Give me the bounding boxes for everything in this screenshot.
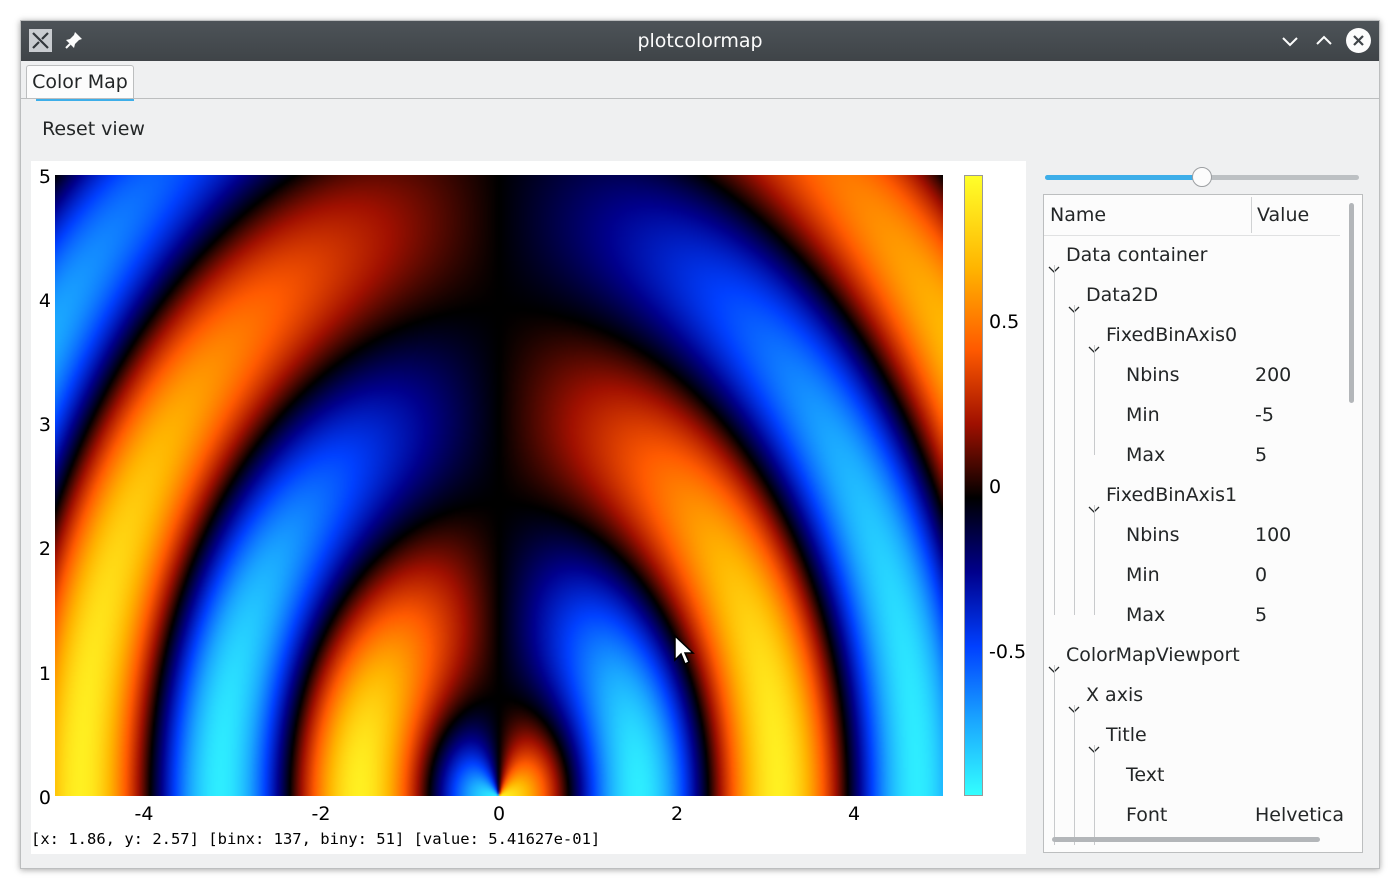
- mouse-pointer-icon: [673, 634, 695, 668]
- tree-row-label: Nbins: [1126, 364, 1180, 386]
- color-map-plot[interactable]: 5 4 3 2 1 0 -4 -2 0 2 4 0.5 0 -0.5 [x: 1…: [31, 161, 1026, 854]
- tree-row-value: 200: [1255, 364, 1292, 386]
- tree-row[interactable]: Data container: [1044, 235, 1340, 275]
- column-header-name[interactable]: Name: [1050, 204, 1107, 226]
- tree-row[interactable]: Title: [1044, 715, 1340, 755]
- tab-color-map[interactable]: Color Map: [26, 65, 134, 101]
- close-icon[interactable]: [1346, 28, 1371, 53]
- tree-row-label: Title: [1106, 724, 1147, 746]
- y-tick-label: 4: [38, 290, 51, 312]
- tree-row-value: 100: [1255, 524, 1292, 546]
- tree-row[interactable]: Min -5: [1044, 395, 1340, 435]
- tree-row[interactable]: Text: [1044, 755, 1340, 795]
- tree-guide-line: [1074, 705, 1075, 845]
- tree-row-label: Data2D: [1086, 284, 1159, 306]
- tree-row-value: 5: [1255, 604, 1268, 626]
- tree-row-value: Helvetica: [1255, 804, 1345, 826]
- chevron-down-icon[interactable]: [1048, 249, 1060, 273]
- tree-row[interactable]: Min 0: [1044, 555, 1340, 595]
- y-tick-label: 2: [38, 538, 51, 560]
- heatmap-canvas[interactable]: [55, 175, 943, 796]
- tree-guide-line: [1074, 305, 1075, 615]
- tree-row[interactable]: Data2D: [1044, 275, 1340, 315]
- y-tick-label: 1: [38, 663, 51, 685]
- tree-row[interactable]: Nbins 200: [1044, 355, 1340, 395]
- title-bar[interactable]: plotcolormap: [21, 21, 1379, 61]
- tree-row-label: Max: [1126, 444, 1166, 466]
- tree-row-value: -5: [1255, 404, 1274, 426]
- tree-header: Name Value: [1044, 195, 1340, 236]
- tree-row[interactable]: X axis: [1044, 675, 1340, 715]
- column-header-value[interactable]: Value: [1257, 204, 1310, 226]
- vertical-scrollbar-thumb[interactable]: [1349, 203, 1354, 403]
- slider-handle[interactable]: [1192, 167, 1212, 187]
- cursor-status-readout: [x: 1.86, y: 2.57] [binx: 137, biny: 51]…: [31, 830, 601, 848]
- tree-row-label: Data container: [1066, 244, 1208, 266]
- x-tick-label: -4: [134, 803, 154, 825]
- chevron-down-icon[interactable]: [1278, 29, 1302, 53]
- tree-guide-line: [1054, 265, 1055, 615]
- tree-row-label: Font: [1126, 804, 1168, 826]
- tree-row-label: FixedBinAxis0: [1106, 324, 1238, 346]
- tab-divider: [21, 98, 1379, 99]
- tree-guide-line: [1094, 745, 1095, 845]
- chevron-down-icon[interactable]: [1088, 329, 1100, 353]
- chevron-down-icon[interactable]: [1088, 729, 1100, 753]
- chevron-down-icon[interactable]: [1088, 489, 1100, 513]
- tab-bar: Color Map: [21, 61, 1379, 101]
- x-tick-label: 0: [492, 803, 506, 825]
- colorbar-tick-label: -0.5: [989, 641, 1027, 663]
- x-tick-label: 2: [670, 803, 684, 825]
- tree-row-label: ColorMapViewport: [1066, 644, 1240, 666]
- tree-row[interactable]: FixedBinAxis1: [1044, 475, 1340, 515]
- reset-view-button[interactable]: Reset view: [42, 118, 145, 140]
- tree-row-label: X axis: [1086, 684, 1144, 706]
- tree-row-value: 5: [1255, 444, 1268, 466]
- tree-row[interactable]: Nbins 100: [1044, 515, 1340, 555]
- pin-icon[interactable]: [63, 29, 85, 51]
- tab-active-indicator: [36, 99, 134, 101]
- tree-row-label: Min: [1126, 404, 1160, 426]
- colorbar: [964, 175, 983, 796]
- colorbar-tick-label: 0: [989, 476, 1002, 498]
- slider-fill: [1045, 175, 1202, 180]
- y-tick-label: 5: [38, 166, 51, 188]
- app-x-icon[interactable]: [29, 29, 52, 52]
- tab-label: Color Map: [32, 71, 128, 93]
- chevron-down-icon[interactable]: [1068, 689, 1080, 713]
- tree-row-label: Text: [1126, 764, 1165, 786]
- colorbar-tick-label: 0.5: [989, 311, 1020, 333]
- vertical-scrollbar[interactable]: [1343, 195, 1361, 852]
- header-separator[interactable]: [1251, 197, 1252, 233]
- x-tick-label: 4: [847, 803, 861, 825]
- property-tree[interactable]: Name Value Data container Data2D FixedBinA…: [1043, 194, 1363, 853]
- tree-row-value: 0: [1255, 564, 1268, 586]
- tree-row-label: FixedBinAxis1: [1106, 484, 1238, 506]
- tree-guide-line: [1094, 345, 1095, 455]
- chevron-up-icon[interactable]: [1312, 29, 1336, 53]
- tree-guide-line: [1054, 665, 1055, 845]
- horizontal-scrollbar-thumb[interactable]: [1052, 837, 1320, 842]
- y-tick-label: 3: [38, 414, 51, 436]
- tree-row-label: Nbins: [1126, 524, 1180, 546]
- tree-row[interactable]: ColorMapViewport: [1044, 635, 1340, 675]
- y-tick-label: 0: [38, 787, 51, 809]
- tree-guide-line: [1094, 505, 1095, 615]
- zoom-slider[interactable]: [1043, 166, 1361, 188]
- tree-row-label: Min: [1126, 564, 1160, 586]
- window-title: plotcolormap: [637, 30, 763, 52]
- app-window: plotcolormap Color Map Reset view 5 4 3 …: [20, 20, 1380, 869]
- tree-row[interactable]: Max 5: [1044, 595, 1340, 635]
- tree-row-label: Max: [1126, 604, 1166, 626]
- chevron-down-icon[interactable]: [1068, 289, 1080, 313]
- tree-row[interactable]: Max 5: [1044, 435, 1340, 475]
- x-tick-label: -2: [311, 803, 331, 825]
- chevron-down-icon[interactable]: [1048, 649, 1060, 673]
- tree-row[interactable]: Font Helvetica: [1044, 795, 1344, 835]
- tree-row[interactable]: FixedBinAxis0: [1044, 315, 1340, 355]
